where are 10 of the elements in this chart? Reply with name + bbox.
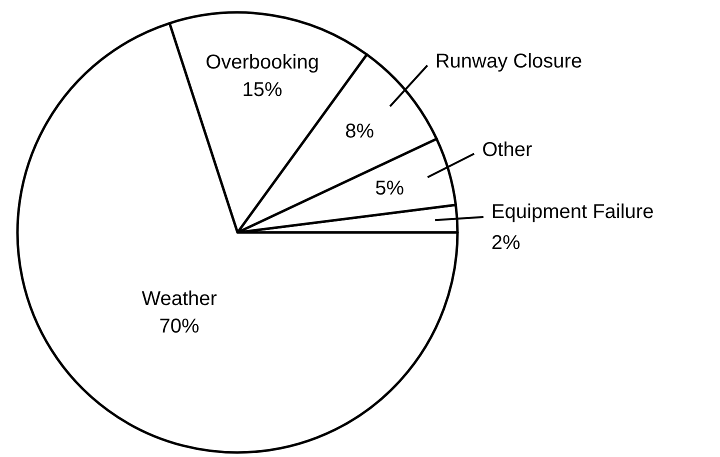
slice-label: Runway Closure <box>435 50 582 72</box>
data-label: 5% <box>375 177 404 200</box>
slice-label: Weather <box>142 288 218 310</box>
slice-label: Equipment Failure <box>491 201 654 224</box>
data-label: 15% <box>242 78 283 101</box>
data-label: 2% <box>491 232 521 254</box>
data-label: 70% <box>159 315 200 338</box>
slice-label: Overbooking <box>206 51 319 74</box>
slice-label: Other <box>482 138 532 161</box>
data-label: 8% <box>345 120 374 143</box>
